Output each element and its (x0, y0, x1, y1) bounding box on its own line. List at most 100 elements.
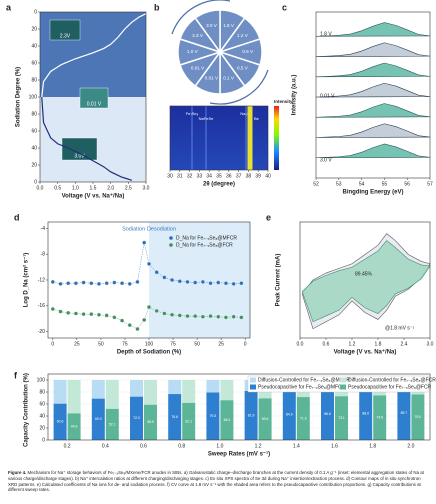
point (193, 314, 198, 319)
x-tick-label: 75 (170, 341, 176, 347)
legend-label: Diffusion-Controlled for Fe₇₋ₓSe₈@FCR (348, 377, 436, 383)
slice-label: 0.1 V (223, 76, 235, 81)
line-series (315, 42, 431, 57)
point (135, 326, 140, 332)
y-tick-label: -12 (38, 277, 45, 283)
slice-label: 0.01 V (191, 66, 205, 71)
x-tick-label: 30 (167, 173, 173, 179)
x-axis-label: Voltage (V vs. Na⁺/Na) (334, 349, 397, 356)
y-tick-label: 60 (31, 60, 37, 66)
point (120, 318, 125, 323)
annotation: 0.01 V (320, 93, 335, 99)
panel-label: d (14, 212, 20, 222)
bar-value-label: 84.9 (286, 412, 293, 416)
inset-label: 3.0V (74, 153, 85, 159)
point (81, 312, 86, 317)
bar-value-label: 72.3 (133, 416, 140, 420)
bar-value-label: 89.7 (401, 411, 408, 415)
x-tick-label: 1.8 (375, 341, 382, 347)
phase-label: NaFeSe (199, 116, 214, 121)
bar (91, 398, 105, 440)
bar (359, 387, 373, 440)
slice-label: 0.6 V (242, 49, 254, 54)
colorbar (274, 106, 279, 170)
x-tick-label: 0.8 (178, 443, 185, 449)
x-tick-label: 39 (255, 173, 261, 179)
inset-image (61, 137, 98, 161)
point (50, 306, 55, 312)
inset-label: 2.3V (60, 33, 71, 39)
point (208, 314, 213, 319)
figure-charts: 2.3V 0.01 V 3.0V 0.0 0.5 1.0 1.5 2.0 2.5 3.0 0 20 40… (6, 0, 436, 458)
point (142, 317, 147, 323)
diffraction-band (191, 106, 193, 170)
bar-value-label: 52.1 (109, 422, 116, 426)
slice-label: 0.5 V (237, 66, 249, 71)
point (170, 277, 175, 283)
point (170, 312, 175, 317)
y-tick-label: 40 (31, 145, 37, 151)
line-series (315, 143, 431, 159)
line-series (315, 103, 431, 118)
slice-label: 0.01 V (205, 76, 219, 81)
y-tick-label: 60 (39, 401, 45, 407)
bar (144, 380, 157, 405)
point (177, 313, 182, 318)
caption-text: Mechanism for Na⁺ storage behaviors of F… (8, 470, 424, 493)
y-axis-label: Log D_Na (cm² s⁻¹) (23, 253, 30, 308)
x-tick-label: 34 (206, 173, 212, 179)
y-tick-label: 100 (37, 377, 46, 383)
point (223, 315, 229, 320)
legend-marker (169, 243, 173, 247)
bar (373, 395, 387, 440)
point (112, 315, 117, 320)
bar-value-label: 81.9 (248, 413, 255, 417)
colorbar-label: Intensity (274, 99, 293, 104)
x-tick-label: 35 (216, 173, 222, 179)
y-tick-label: 0 (34, 179, 37, 185)
y-tick-label: 80 (31, 111, 37, 117)
x-tick-label: 0 (244, 341, 247, 347)
x-tick-label: 38 (246, 173, 252, 179)
bar (105, 380, 119, 409)
legend-swatch (250, 384, 256, 390)
x-tick-label: 1.0 (72, 185, 79, 191)
phase-label: Be (254, 116, 260, 121)
x-axis-label: Depth of Sodiation (%) (117, 350, 181, 356)
point (89, 312, 94, 317)
x-tick-label: 100 (145, 341, 154, 347)
bar-value-label: 69.6 (262, 417, 269, 421)
point (231, 281, 236, 286)
bar (67, 413, 81, 440)
diffraction-band (205, 106, 207, 170)
panel-label: e (266, 212, 271, 222)
x-tick-label: 3.0 (143, 185, 150, 191)
bar (144, 404, 157, 440)
point (216, 280, 221, 285)
point (89, 281, 94, 286)
x-tick-label: 0.2 (64, 443, 71, 449)
y-axis-label: Sodiation Degree (%) (16, 67, 22, 127)
y-tick-label: 80 (39, 389, 45, 395)
point (73, 311, 78, 316)
bar (335, 396, 348, 440)
legend-swatch (340, 377, 346, 383)
point (200, 314, 205, 319)
phase-label: Na₂Se (240, 111, 252, 116)
plot-region (48, 222, 149, 338)
x-tick-label: 1.4 (293, 443, 300, 449)
x-axis-label: 2θ (degree) (203, 182, 235, 188)
point (58, 281, 63, 286)
x-tick-label: 1.6 (331, 443, 338, 449)
point (96, 281, 102, 286)
x-tick-label: 1.0 (216, 443, 223, 449)
legend-marker (169, 236, 173, 240)
y-tick-label: 20 (39, 425, 45, 431)
x-tick-label: 52 (313, 181, 319, 187)
y-tick-label: 40 (31, 43, 37, 49)
x-tick-label: 50 (194, 341, 200, 347)
x-tick-label: 75 (122, 341, 128, 347)
x-tick-label: 57 (427, 181, 433, 187)
annotation: 89.45% (355, 271, 373, 277)
point (154, 270, 159, 275)
